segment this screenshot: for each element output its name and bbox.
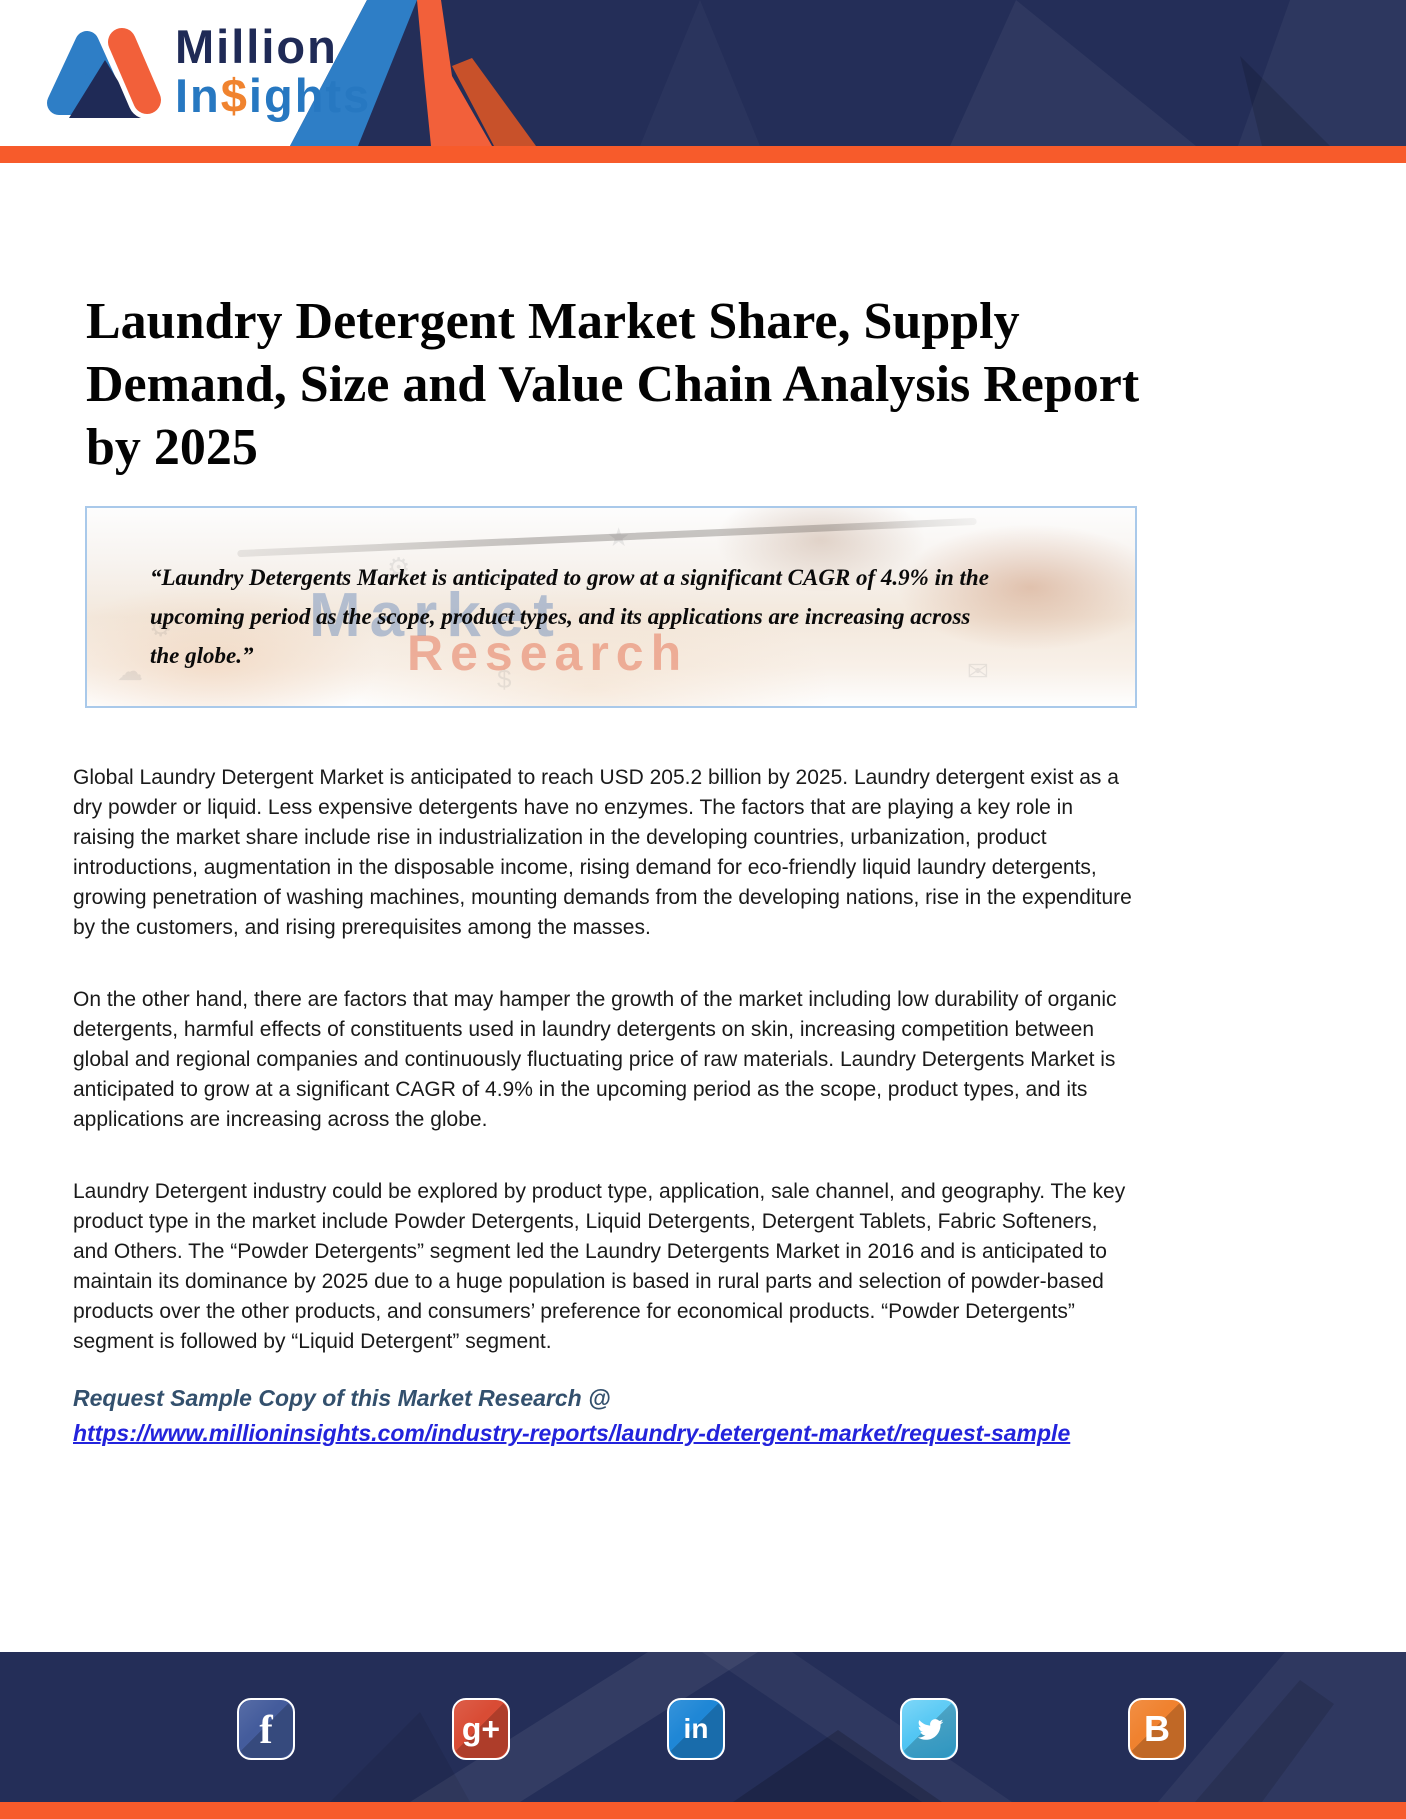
brand-word-insights-pre: In: [175, 69, 221, 122]
body-paragraph-3: Laundry Detergent industry could be expl…: [73, 1180, 1126, 1353]
brand-word-insights-post: ights: [248, 69, 372, 122]
gear-doodle-icon: ⚙: [149, 612, 173, 642]
footer: f g+ in B: [0, 1652, 1406, 1819]
star-doodle-icon: ★: [607, 522, 631, 552]
header: Million In$ights: [0, 0, 1406, 146]
google-plus-icon[interactable]: g+: [452, 1698, 510, 1760]
page-title-line-3: by 2025: [86, 419, 258, 476]
cta-block: Request Sample Copy of this Market Resea…: [73, 1383, 1406, 1449]
brand-word-insights: In$ights: [175, 71, 371, 120]
footer-accent-bar: [0, 1802, 1406, 1819]
footer-decoration: [330, 1652, 1406, 1802]
body-paragraph-2: On the other hand, there are factors tha…: [73, 988, 1117, 1131]
blogger-icon[interactable]: B: [1128, 1698, 1186, 1760]
watermark-research: Research: [407, 625, 689, 681]
brand-word-million: Million: [175, 20, 338, 73]
facebook-icon[interactable]: f: [237, 1698, 295, 1760]
dollar-doodle-icon: $: [497, 664, 512, 694]
quote-line-1: “Laundry Detergents Market is anticipate…: [150, 565, 989, 590]
quote-line-2: upcoming period as the scope, product ty…: [150, 604, 971, 629]
article-body: Global Laundry Detergent Market is antic…: [73, 763, 1137, 1357]
cta-label: Request Sample Copy of this Market Resea…: [73, 1385, 611, 1411]
body-paragraph-1: Global Laundry Detergent Market is antic…: [73, 766, 1132, 939]
header-decoration: [290, 0, 1406, 146]
cloud-doodle-icon: ☁: [117, 656, 143, 686]
page-title-line-2: Demand, Size and Value Chain Analysis Re…: [86, 356, 1140, 413]
gear-doodle-icon: ⚙: [387, 552, 411, 582]
mail-doodle-icon: ✉: [967, 656, 989, 686]
twitter-bird-icon: [917, 1719, 944, 1740]
brand-name: Million In$ights: [175, 22, 371, 120]
quote-line-3: the globe.”: [150, 643, 254, 668]
linkedin-glyph: in: [683, 1713, 709, 1744]
page-title-line-1: Laundry Detergent Market Share, Supply: [86, 293, 1020, 350]
watermark-market: Market: [309, 581, 563, 650]
dollar-sign-icon: $: [220, 69, 249, 122]
facebook-glyph: f: [259, 1706, 273, 1752]
google-plus-glyph: g+: [461, 1710, 501, 1747]
brand-logo: Million In$ights: [0, 0, 420, 146]
header-accent-bar: [0, 146, 1406, 163]
linkedin-icon[interactable]: in: [667, 1698, 725, 1760]
logo-mark-icon: [47, 26, 166, 119]
request-sample-link[interactable]: https://www.millioninsights.com/industry…: [73, 1420, 1071, 1446]
social-icon-row: f g+ in B: [0, 1698, 1406, 1760]
page-title: Laundry Detergent Market Share, Supply D…: [86, 290, 1406, 479]
quote-text: “Laundry Detergents Market is anticipate…: [150, 558, 989, 675]
twitter-icon[interactable]: [900, 1698, 958, 1760]
footer-band: f g+ in B: [0, 1652, 1406, 1802]
highlight-quote-box: ⚙ ☁ ★ $ ✉ ⚙ Market Research “Laundry Det…: [85, 506, 1137, 708]
blogger-glyph: B: [1144, 1708, 1170, 1749]
